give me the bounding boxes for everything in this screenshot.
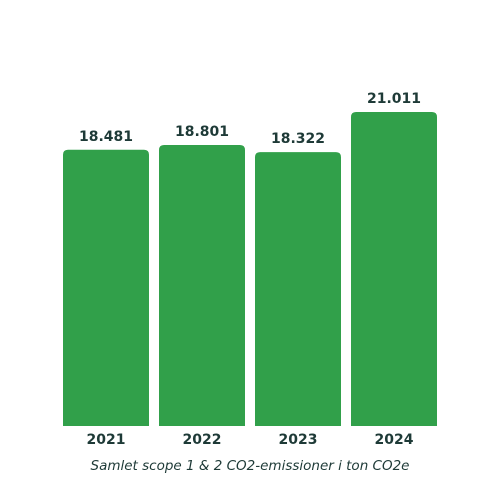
bar-2023 bbox=[255, 152, 341, 426]
x-tick-label-2021: 2021 bbox=[87, 432, 126, 448]
x-tick-label-2023: 2023 bbox=[279, 432, 318, 448]
x-tick-label-2022: 2022 bbox=[183, 432, 222, 448]
value-label-2023: 18.322 bbox=[271, 131, 325, 147]
bar-2021 bbox=[63, 149, 149, 426]
bar-2022 bbox=[159, 145, 245, 426]
value-label-2022: 18.801 bbox=[175, 124, 229, 140]
value-label-2024: 21.011 bbox=[367, 91, 421, 107]
x-axis-caption: Samlet scope 1 & 2 CO2-emissioner i ton … bbox=[90, 458, 410, 474]
bar-2024 bbox=[351, 112, 437, 426]
x-tick-label-2024: 2024 bbox=[375, 432, 414, 448]
value-label-2021: 18.481 bbox=[79, 129, 133, 145]
